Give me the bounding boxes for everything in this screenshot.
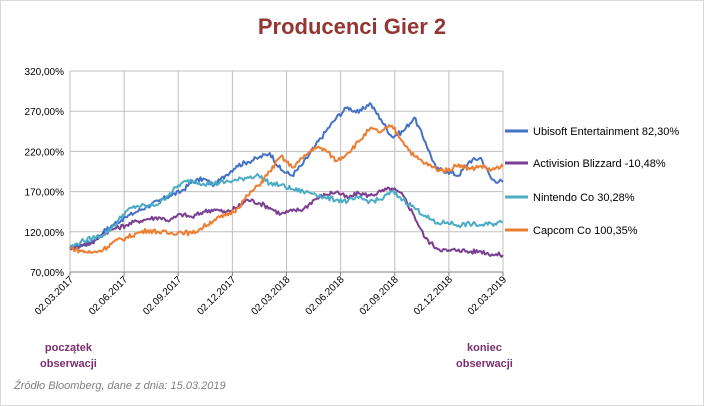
legend-label: Ubisoft Entertainment 82,30%	[533, 126, 679, 138]
annotation-end: koniec obserwacji	[456, 340, 513, 372]
y-axis-ticks: 70,00% 120,00% 170,00% 220,00% 270,00% 320,00…	[25, 67, 65, 279]
series-line	[69, 102, 504, 251]
legend: Ubisoft Entertainment 82,30% Activision B…	[505, 126, 679, 237]
series-lines	[69, 102, 504, 258]
y-tick-label: 220,00%	[25, 147, 65, 158]
x-tick-label: 02.09.2018	[358, 274, 401, 317]
x-tick-label: 02.03.2017	[33, 274, 76, 317]
series-line	[69, 124, 504, 254]
x-tick-label: 02.06.2017	[87, 274, 130, 317]
source-note: Źródło Bloomberg, dane z dnia: 15.03.201…	[14, 380, 226, 392]
legend-label: Nintendo Co 30,28%	[533, 192, 635, 204]
legend-label: Capcom Co 100,35%	[533, 225, 638, 237]
x-tick-label: 02.12.2017	[195, 274, 238, 317]
legend-label: Activision Blizzard -10,48%	[533, 158, 666, 170]
x-tick-label: 02.03.2019	[466, 274, 509, 317]
chart-title: Producenci Gier 2	[257, 14, 447, 39]
annotation-start-line2: obserwacji	[40, 358, 97, 370]
y-tick-label: 320,00%	[25, 67, 65, 78]
series-line	[69, 186, 504, 258]
y-tick-label: 70,00%	[30, 268, 64, 279]
series-line	[69, 173, 504, 249]
x-tick-label: 02.06.2018	[304, 274, 347, 317]
y-tick-label: 270,00%	[25, 107, 65, 118]
x-tick-label: 02.09.2017	[141, 274, 184, 317]
y-tick-label: 120,00%	[25, 228, 65, 239]
annotation-end-line1: koniec	[467, 342, 502, 354]
y-tick-label: 170,00%	[25, 188, 65, 199]
x-axis-ticks: 02.03.2017 02.06.2017 02.09.2017 02.12.2017…	[33, 274, 509, 317]
x-tick-label: 02.12.2018	[412, 274, 455, 317]
annotation-start-line1: początek	[44, 342, 92, 354]
annotation-end-line2: obserwacji	[456, 358, 513, 370]
annotation-start: początek obserwacji	[40, 340, 97, 372]
x-tick-label: 02.03.2018	[249, 274, 292, 317]
